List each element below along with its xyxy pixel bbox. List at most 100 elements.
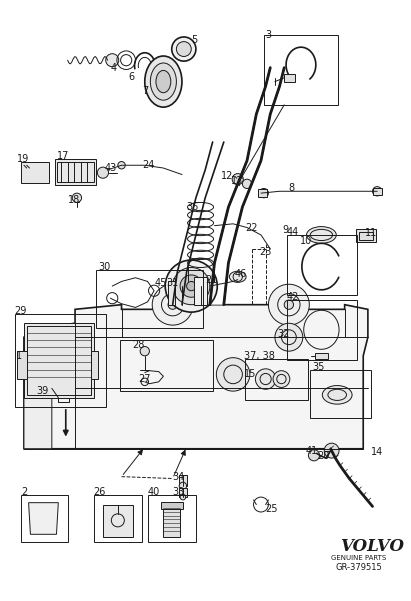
Bar (27, 326, 91, 395)
Bar (24, 323, 94, 398)
Circle shape (187, 281, 196, 291)
Circle shape (72, 193, 81, 203)
Text: 33: 33 (173, 487, 185, 496)
Text: 6: 6 (128, 72, 134, 82)
Bar (287, 235, 357, 295)
Text: 44: 44 (287, 227, 299, 237)
Circle shape (97, 167, 109, 178)
Text: 36: 36 (187, 202, 199, 212)
Circle shape (180, 275, 202, 297)
Bar (287, 300, 357, 361)
Bar (21, 495, 68, 542)
Ellipse shape (322, 386, 352, 404)
Circle shape (284, 300, 293, 310)
Circle shape (216, 358, 250, 391)
Text: 20: 20 (317, 451, 329, 461)
Text: 10: 10 (300, 236, 312, 246)
Bar (120, 340, 212, 391)
Text: 35: 35 (312, 362, 324, 372)
Circle shape (275, 323, 303, 351)
Text: 22: 22 (245, 222, 258, 233)
Text: 14: 14 (371, 447, 383, 457)
Bar (356, 230, 376, 242)
Text: 8: 8 (289, 183, 295, 194)
Text: 26: 26 (94, 487, 106, 498)
Text: 13: 13 (231, 176, 243, 186)
Circle shape (232, 174, 243, 185)
Text: 25: 25 (266, 504, 278, 514)
Bar (21, 162, 49, 183)
Polygon shape (29, 502, 58, 534)
Circle shape (273, 371, 290, 388)
Text: 45: 45 (154, 278, 166, 288)
Text: 34: 34 (173, 472, 185, 481)
Circle shape (152, 284, 193, 325)
Text: 17: 17 (56, 151, 69, 161)
Text: 21: 21 (205, 275, 217, 285)
Ellipse shape (229, 271, 246, 282)
Bar (58, 162, 94, 182)
Text: 7: 7 (142, 86, 148, 96)
Circle shape (140, 347, 150, 356)
Bar (103, 505, 133, 537)
Bar (372, 188, 382, 195)
Bar (55, 159, 97, 185)
Circle shape (324, 443, 339, 458)
Bar (258, 189, 268, 197)
Bar (94, 495, 142, 542)
Circle shape (179, 482, 187, 490)
Circle shape (173, 267, 210, 305)
Text: 28: 28 (133, 340, 145, 350)
Bar (245, 359, 308, 400)
Bar (15, 314, 106, 407)
Bar (97, 270, 203, 328)
Bar (310, 370, 371, 418)
Bar (91, 351, 98, 379)
Bar (358, 232, 374, 240)
Bar (161, 502, 183, 509)
Text: 19: 19 (17, 154, 30, 163)
Circle shape (118, 162, 125, 169)
Text: 41: 41 (306, 445, 318, 456)
Text: 3: 3 (266, 30, 272, 40)
Circle shape (106, 53, 119, 67)
Text: GENUINE PARTS: GENUINE PARTS (331, 555, 386, 561)
Circle shape (168, 300, 177, 310)
Text: 2: 2 (21, 487, 28, 498)
Text: 24: 24 (142, 160, 155, 170)
Text: 31: 31 (166, 278, 178, 288)
Polygon shape (24, 305, 368, 449)
Circle shape (372, 187, 382, 196)
Bar (179, 488, 187, 497)
Bar (264, 35, 338, 105)
Circle shape (242, 179, 252, 189)
Circle shape (180, 494, 186, 500)
Text: 46: 46 (235, 269, 247, 279)
Ellipse shape (156, 70, 171, 93)
Circle shape (308, 450, 319, 461)
Text: 32: 32 (278, 329, 290, 340)
Text: 1: 1 (16, 351, 22, 361)
Bar (17, 351, 27, 379)
Ellipse shape (150, 63, 176, 100)
Text: GR-379515: GR-379515 (335, 563, 382, 572)
Text: 42: 42 (287, 292, 299, 302)
Polygon shape (24, 323, 75, 449)
Text: 15: 15 (244, 370, 256, 379)
Text: 11: 11 (365, 228, 377, 238)
Ellipse shape (145, 56, 182, 107)
Text: 18: 18 (68, 195, 80, 204)
Text: 39: 39 (36, 386, 48, 396)
Ellipse shape (307, 227, 336, 243)
Text: 43: 43 (105, 163, 117, 173)
Bar (58, 393, 69, 402)
Circle shape (176, 41, 191, 56)
Text: 27: 27 (138, 374, 151, 384)
Text: 5: 5 (191, 35, 198, 44)
Circle shape (259, 189, 268, 198)
Bar (168, 281, 175, 305)
Text: 29: 29 (15, 306, 27, 316)
Bar (194, 277, 207, 305)
Text: VOLVO: VOLVO (340, 538, 404, 555)
Text: 30: 30 (98, 263, 111, 272)
